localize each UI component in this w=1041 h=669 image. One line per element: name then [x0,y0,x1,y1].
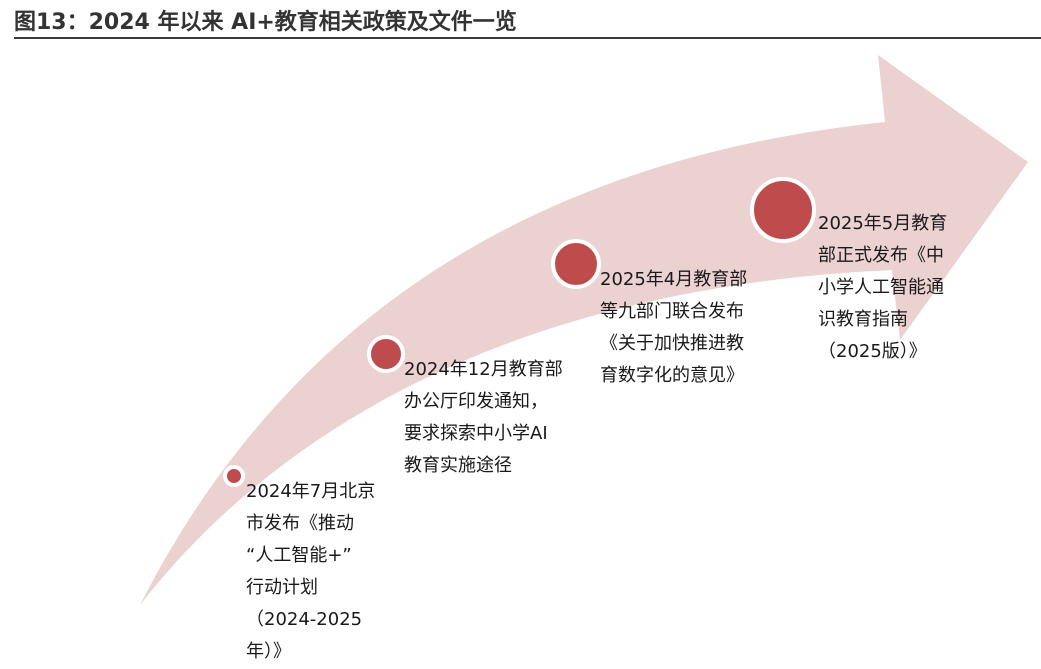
event-text-line: 行动计划 [246,577,318,598]
timeline-dot-2025-05 [750,177,816,243]
event-text-line: 2024年12月教育部 [404,359,563,380]
event-text-line: （2024-2025 [246,609,363,630]
event-text-line: 要求探索中小学AI [404,423,548,444]
event-text-line: 2025年4月教育部 [600,269,748,290]
timeline-event-2025-05: 2025年5月教育 部正式发布《中 小学人工智能通 识教育指南 （2025版）》 [818,208,947,368]
event-text-line: 小学人工智能通 [818,277,944,298]
timeline-event-2025-04: 2025年4月教育部 等九部门联合发布 《关于加快推进教 育数字化的意见》 [600,264,747,392]
timeline-event-2024-12: 2024年12月教育部 办公厅印发通知， 要求探索中小学AI 教育实施途径 [404,354,563,482]
event-text-line: 2025年5月教育 [818,213,948,234]
event-text-line: （2025版）》 [818,341,927,362]
event-text-line: 2024年7月北京 [246,481,376,502]
event-text-line: 年）》 [246,641,291,662]
event-text-line: 识教育指南 [818,309,908,330]
timeline-dot-2024-12 [367,335,405,373]
timeline-dot-2025-04 [551,239,601,289]
event-text-line: 《关于加快推进教 [600,333,744,354]
event-text-line: 部正式发布《中 [818,245,944,266]
event-text-line: 市发布《推动 [246,513,354,534]
timeline-dot-2024-07 [223,465,245,487]
timeline-event-2024-07: 2024年7月北京 市发布《推动 “人工智能+” 行动计划 （2024-2025… [246,476,375,668]
event-text-line: 等九部门联合发布 [600,301,744,322]
figure-title: 图13：2024 年以来 AI+教育相关政策及文件一览 [14,10,517,35]
event-text-line: 办公厅印发通知， [404,391,548,412]
event-text-line: “人工智能+” [246,545,352,566]
event-text-line: 教育实施途径 [404,455,512,476]
title-underline [14,37,1041,39]
event-text-line: 育数字化的意见》 [600,365,744,386]
